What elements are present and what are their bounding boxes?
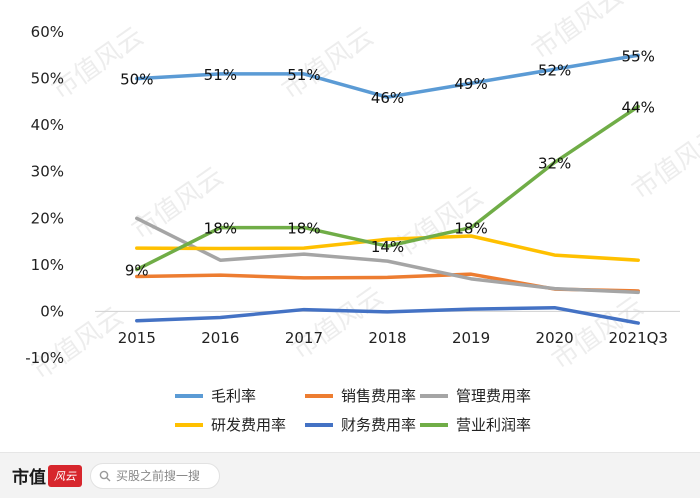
x-tick-label: 2020: [536, 329, 574, 347]
footer-bar: 市值 风云 买股之前搜一搜: [0, 452, 700, 498]
watermark-text: 市值风云: [627, 121, 700, 205]
y-tick-label: 10%: [31, 256, 64, 274]
watermark-text: 市值风云: [287, 281, 389, 365]
x-tick-label: 2021Q3: [608, 329, 668, 347]
x-tick-label: 2019: [452, 329, 490, 347]
legend-label: 毛利率: [211, 387, 256, 405]
data-label: 32%: [538, 154, 571, 172]
series-lines: [135, 53, 640, 325]
brand-logo-text: 市值: [12, 468, 46, 488]
search-placeholder: 买股之前搜一搜: [116, 469, 201, 483]
legend-label: 管理费用率: [456, 387, 531, 405]
data-label: 18%: [454, 220, 487, 238]
series-line: [135, 104, 640, 272]
y-axis: 60% 50% 40% 30% 20% 10% 0% -10%: [25, 23, 64, 367]
legend-label: 财务费用率: [341, 416, 416, 434]
series-line: [135, 305, 640, 325]
search-icon: [99, 470, 111, 481]
data-label: 52%: [538, 61, 571, 79]
x-tick-label: 2015: [118, 329, 156, 347]
data-label: 18%: [287, 220, 320, 238]
data-label: 55%: [622, 47, 655, 65]
x-tick-label: 2018: [368, 329, 406, 347]
series-line: [135, 216, 640, 295]
data-label: 9%: [125, 262, 149, 280]
data-label: 18%: [204, 220, 237, 238]
y-tick-label: 40%: [31, 116, 64, 134]
y-tick-label: 0%: [40, 302, 64, 320]
y-tick-label: 50%: [31, 70, 64, 88]
data-label: 46%: [371, 89, 404, 107]
watermark-text: 市值风云: [527, 0, 629, 66]
legend-label: 营业利润率: [456, 416, 531, 434]
data-labels: 50% 51% 51% 46% 49% 52% 55% 9% 18% 18% 14% 18% 32% 44…: [120, 47, 655, 279]
x-tick-label: 2017: [285, 329, 323, 347]
y-tick-label: -10%: [25, 349, 64, 367]
series-line: [135, 53, 640, 99]
x-tick-label: 2016: [201, 329, 239, 347]
search-input[interactable]: 买股之前搜一搜: [90, 462, 220, 489]
data-label: 14%: [371, 238, 404, 256]
data-label: 44%: [622, 99, 655, 117]
series-line: [135, 234, 640, 262]
data-label: 51%: [287, 66, 320, 84]
y-tick-label: 30%: [31, 163, 64, 181]
legend-label: 研发费用率: [211, 416, 286, 434]
y-tick-label: 60%: [31, 23, 64, 41]
legend-label: 销售费用率: [341, 387, 416, 405]
data-label: 51%: [204, 66, 237, 84]
watermark-text: 市值风云: [277, 21, 379, 105]
data-label: 50%: [120, 71, 153, 89]
y-tick-label: 20%: [31, 209, 64, 227]
brand-logo-mark: 风云: [48, 464, 82, 487]
x-axis: 2015 2016 2017 2018 2019 2020 2021Q3: [95, 310, 680, 347]
data-label: 49%: [454, 75, 487, 93]
